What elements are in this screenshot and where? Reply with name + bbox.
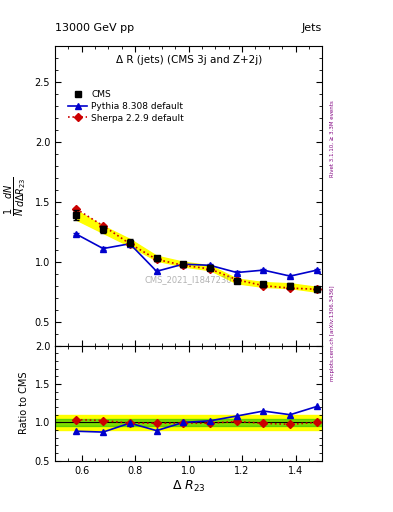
Text: Rivet 3.1.10, ≥ 3.3M events: Rivet 3.1.10, ≥ 3.3M events xyxy=(330,100,335,177)
Legend: CMS, Pythia 8.308 default, Sherpa 2.2.9 default: CMS, Pythia 8.308 default, Sherpa 2.2.9 … xyxy=(65,87,187,126)
Text: mcplots.cern.ch [arXiv:1306.3436]: mcplots.cern.ch [arXiv:1306.3436] xyxy=(330,285,335,380)
Y-axis label: $\frac{1}{N}\frac{dN}{d\Delta R_{23}}$: $\frac{1}{N}\frac{dN}{d\Delta R_{23}}$ xyxy=(3,176,29,216)
Text: Jets: Jets xyxy=(302,23,322,33)
Text: 13000 GeV pp: 13000 GeV pp xyxy=(55,23,134,33)
X-axis label: $\Delta\ R_{23}$: $\Delta\ R_{23}$ xyxy=(172,478,206,494)
Text: Δ R (jets) (CMS 3j and Z+2j): Δ R (jets) (CMS 3j and Z+2j) xyxy=(116,55,262,65)
Y-axis label: Ratio to CMS: Ratio to CMS xyxy=(19,372,29,435)
Bar xyxy=(55,415,322,430)
Bar xyxy=(55,419,322,426)
Text: CMS_2021_I1847230: CMS_2021_I1847230 xyxy=(145,275,232,284)
